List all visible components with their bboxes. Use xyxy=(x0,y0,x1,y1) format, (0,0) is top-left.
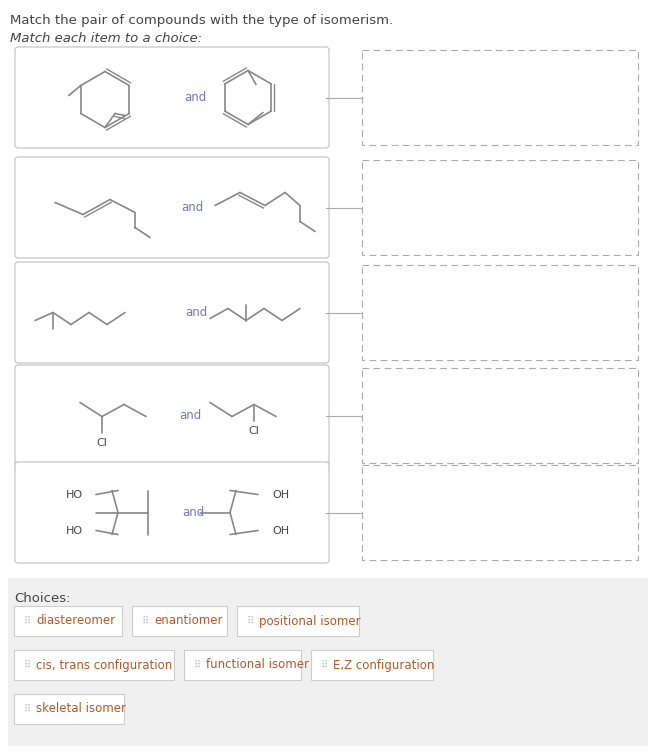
FancyBboxPatch shape xyxy=(15,157,329,258)
Text: Cl: Cl xyxy=(96,439,108,448)
Text: functional isomer: functional isomer xyxy=(206,659,309,671)
Bar xyxy=(311,650,433,680)
Text: and: and xyxy=(184,91,206,104)
Text: Match each item to a choice:: Match each item to a choice: xyxy=(10,32,202,45)
Text: ⠿: ⠿ xyxy=(321,660,328,670)
Text: HO: HO xyxy=(66,526,83,535)
Text: ⠿: ⠿ xyxy=(24,616,31,626)
Text: and: and xyxy=(185,306,207,319)
Text: ⠿: ⠿ xyxy=(24,704,31,714)
Bar xyxy=(184,650,301,680)
Bar xyxy=(362,50,638,145)
Bar xyxy=(362,368,638,463)
FancyBboxPatch shape xyxy=(15,47,329,148)
Text: HO: HO xyxy=(66,490,83,499)
Bar xyxy=(14,694,124,724)
Bar xyxy=(362,465,638,560)
Text: E,Z configuration: E,Z configuration xyxy=(333,659,434,671)
FancyBboxPatch shape xyxy=(15,462,329,563)
Text: enantiomer: enantiomer xyxy=(154,614,222,628)
Text: Choices:: Choices: xyxy=(14,592,70,605)
Text: cis, trans configuration: cis, trans configuration xyxy=(36,659,173,671)
Text: ⠿: ⠿ xyxy=(247,616,254,626)
Text: diastereomer: diastereomer xyxy=(36,614,115,628)
FancyBboxPatch shape xyxy=(15,365,329,466)
Text: and: and xyxy=(179,409,201,422)
Text: OH: OH xyxy=(272,526,289,535)
Bar xyxy=(237,606,359,636)
Bar xyxy=(132,606,227,636)
Text: ⠿: ⠿ xyxy=(194,660,201,670)
Text: skeletal isomer: skeletal isomer xyxy=(36,702,126,716)
Bar xyxy=(14,606,122,636)
Text: Cl: Cl xyxy=(249,427,259,436)
Bar xyxy=(362,265,638,360)
Text: ⠿: ⠿ xyxy=(142,616,149,626)
Text: Match the pair of compounds with the type of isomerism.: Match the pair of compounds with the typ… xyxy=(10,14,393,27)
FancyBboxPatch shape xyxy=(15,262,329,363)
Bar xyxy=(8,578,648,746)
Bar xyxy=(14,650,174,680)
Text: ⠿: ⠿ xyxy=(24,660,31,670)
Text: and: and xyxy=(182,506,204,519)
Text: OH: OH xyxy=(272,490,289,499)
Bar xyxy=(362,160,638,255)
Text: and: and xyxy=(181,201,203,214)
Text: positional isomer: positional isomer xyxy=(259,614,361,628)
